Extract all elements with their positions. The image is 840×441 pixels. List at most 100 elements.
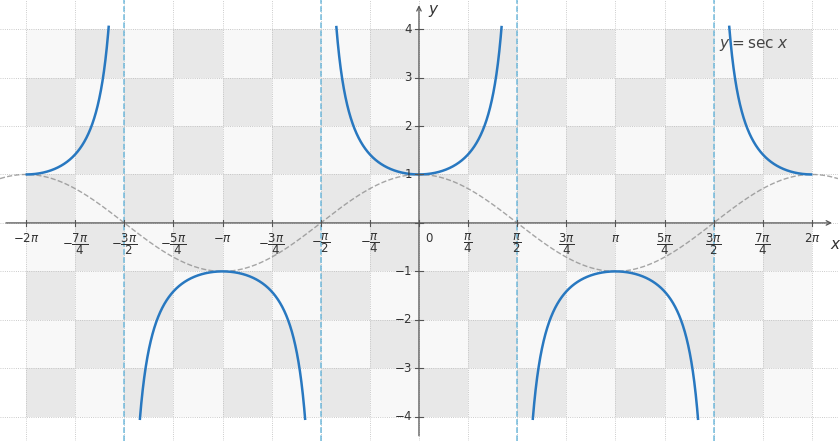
Bar xyxy=(566,126,616,175)
Bar xyxy=(468,271,517,320)
Bar xyxy=(370,126,419,175)
Bar xyxy=(517,368,566,417)
Bar xyxy=(271,271,321,320)
Bar xyxy=(223,368,271,417)
Bar xyxy=(517,78,566,126)
Bar xyxy=(26,126,75,175)
Bar xyxy=(321,271,370,320)
Bar xyxy=(173,320,223,368)
Bar xyxy=(75,271,124,320)
Bar xyxy=(468,368,517,417)
Bar xyxy=(664,126,714,175)
Bar xyxy=(616,368,664,417)
Bar xyxy=(517,320,566,368)
Bar xyxy=(566,271,616,320)
Bar xyxy=(616,78,664,126)
Bar xyxy=(616,271,664,320)
Bar xyxy=(370,320,419,368)
Bar xyxy=(173,223,223,271)
Bar xyxy=(616,126,664,175)
Bar xyxy=(321,175,370,223)
Bar xyxy=(714,320,763,368)
Text: $\dfrac{5\pi}{4}$: $\dfrac{5\pi}{4}$ xyxy=(656,232,673,258)
Bar xyxy=(714,78,763,126)
Text: $-\dfrac{\pi}{4}$: $-\dfrac{\pi}{4}$ xyxy=(360,232,380,255)
Text: $2\pi$: $2\pi$ xyxy=(804,232,820,245)
Bar xyxy=(419,320,468,368)
Bar xyxy=(664,320,714,368)
Bar xyxy=(75,126,124,175)
Bar xyxy=(173,368,223,417)
Bar xyxy=(321,126,370,175)
Bar xyxy=(321,320,370,368)
Bar xyxy=(26,368,75,417)
Bar xyxy=(468,78,517,126)
Text: $-\dfrac{5\pi}{4}$: $-\dfrac{5\pi}{4}$ xyxy=(160,232,186,258)
Bar xyxy=(419,175,468,223)
Bar xyxy=(271,29,321,78)
Bar xyxy=(616,29,664,78)
Bar xyxy=(173,78,223,126)
Bar xyxy=(566,223,616,271)
Text: $1$: $1$ xyxy=(404,168,412,181)
Bar xyxy=(124,78,173,126)
Bar xyxy=(26,223,75,271)
Bar xyxy=(370,223,419,271)
Bar xyxy=(714,223,763,271)
Bar xyxy=(419,271,468,320)
Bar xyxy=(124,29,173,78)
Text: $\dfrac{\pi}{4}$: $\dfrac{\pi}{4}$ xyxy=(464,232,473,255)
Bar xyxy=(124,271,173,320)
Bar xyxy=(714,29,763,78)
Bar xyxy=(566,320,616,368)
Bar xyxy=(223,223,271,271)
Text: $-3$: $-3$ xyxy=(395,362,412,375)
Bar xyxy=(223,126,271,175)
Bar xyxy=(419,126,468,175)
Bar xyxy=(664,223,714,271)
Bar xyxy=(468,29,517,78)
Bar xyxy=(714,175,763,223)
Bar xyxy=(517,126,566,175)
Bar xyxy=(517,29,566,78)
Bar xyxy=(763,271,812,320)
Bar xyxy=(370,271,419,320)
Bar xyxy=(26,320,75,368)
Bar xyxy=(566,368,616,417)
Text: $-2\pi$: $-2\pi$ xyxy=(13,232,39,245)
Text: $\dfrac{7\pi}{4}$: $\dfrac{7\pi}{4}$ xyxy=(754,232,771,258)
Bar xyxy=(124,320,173,368)
Bar xyxy=(714,368,763,417)
Bar xyxy=(419,78,468,126)
Text: $y = \sec\, x$: $y = \sec\, x$ xyxy=(719,37,789,53)
Text: $\dfrac{3\pi}{2}$: $\dfrac{3\pi}{2}$ xyxy=(706,232,722,258)
Text: $-1$: $-1$ xyxy=(395,265,412,278)
Bar xyxy=(321,368,370,417)
Bar xyxy=(763,126,812,175)
Bar xyxy=(517,175,566,223)
Text: $-\dfrac{\pi}{2}$: $-\dfrac{\pi}{2}$ xyxy=(311,232,330,255)
Bar xyxy=(566,29,616,78)
Bar xyxy=(173,29,223,78)
Bar xyxy=(763,320,812,368)
Bar xyxy=(26,271,75,320)
Text: $-4$: $-4$ xyxy=(394,410,412,423)
Bar xyxy=(124,126,173,175)
Text: $-\dfrac{3\pi}{2}$: $-\dfrac{3\pi}{2}$ xyxy=(111,232,138,258)
Bar xyxy=(616,175,664,223)
Bar xyxy=(124,175,173,223)
Bar xyxy=(468,223,517,271)
Bar xyxy=(173,126,223,175)
Bar xyxy=(616,223,664,271)
Bar xyxy=(468,175,517,223)
Bar xyxy=(223,29,271,78)
Text: $-\dfrac{3\pi}{4}$: $-\dfrac{3\pi}{4}$ xyxy=(259,232,285,258)
Bar xyxy=(664,29,714,78)
Text: $0$: $0$ xyxy=(425,232,433,245)
Bar xyxy=(75,223,124,271)
Bar xyxy=(370,368,419,417)
Bar xyxy=(223,78,271,126)
Bar xyxy=(664,271,714,320)
Bar xyxy=(271,368,321,417)
Bar xyxy=(75,320,124,368)
